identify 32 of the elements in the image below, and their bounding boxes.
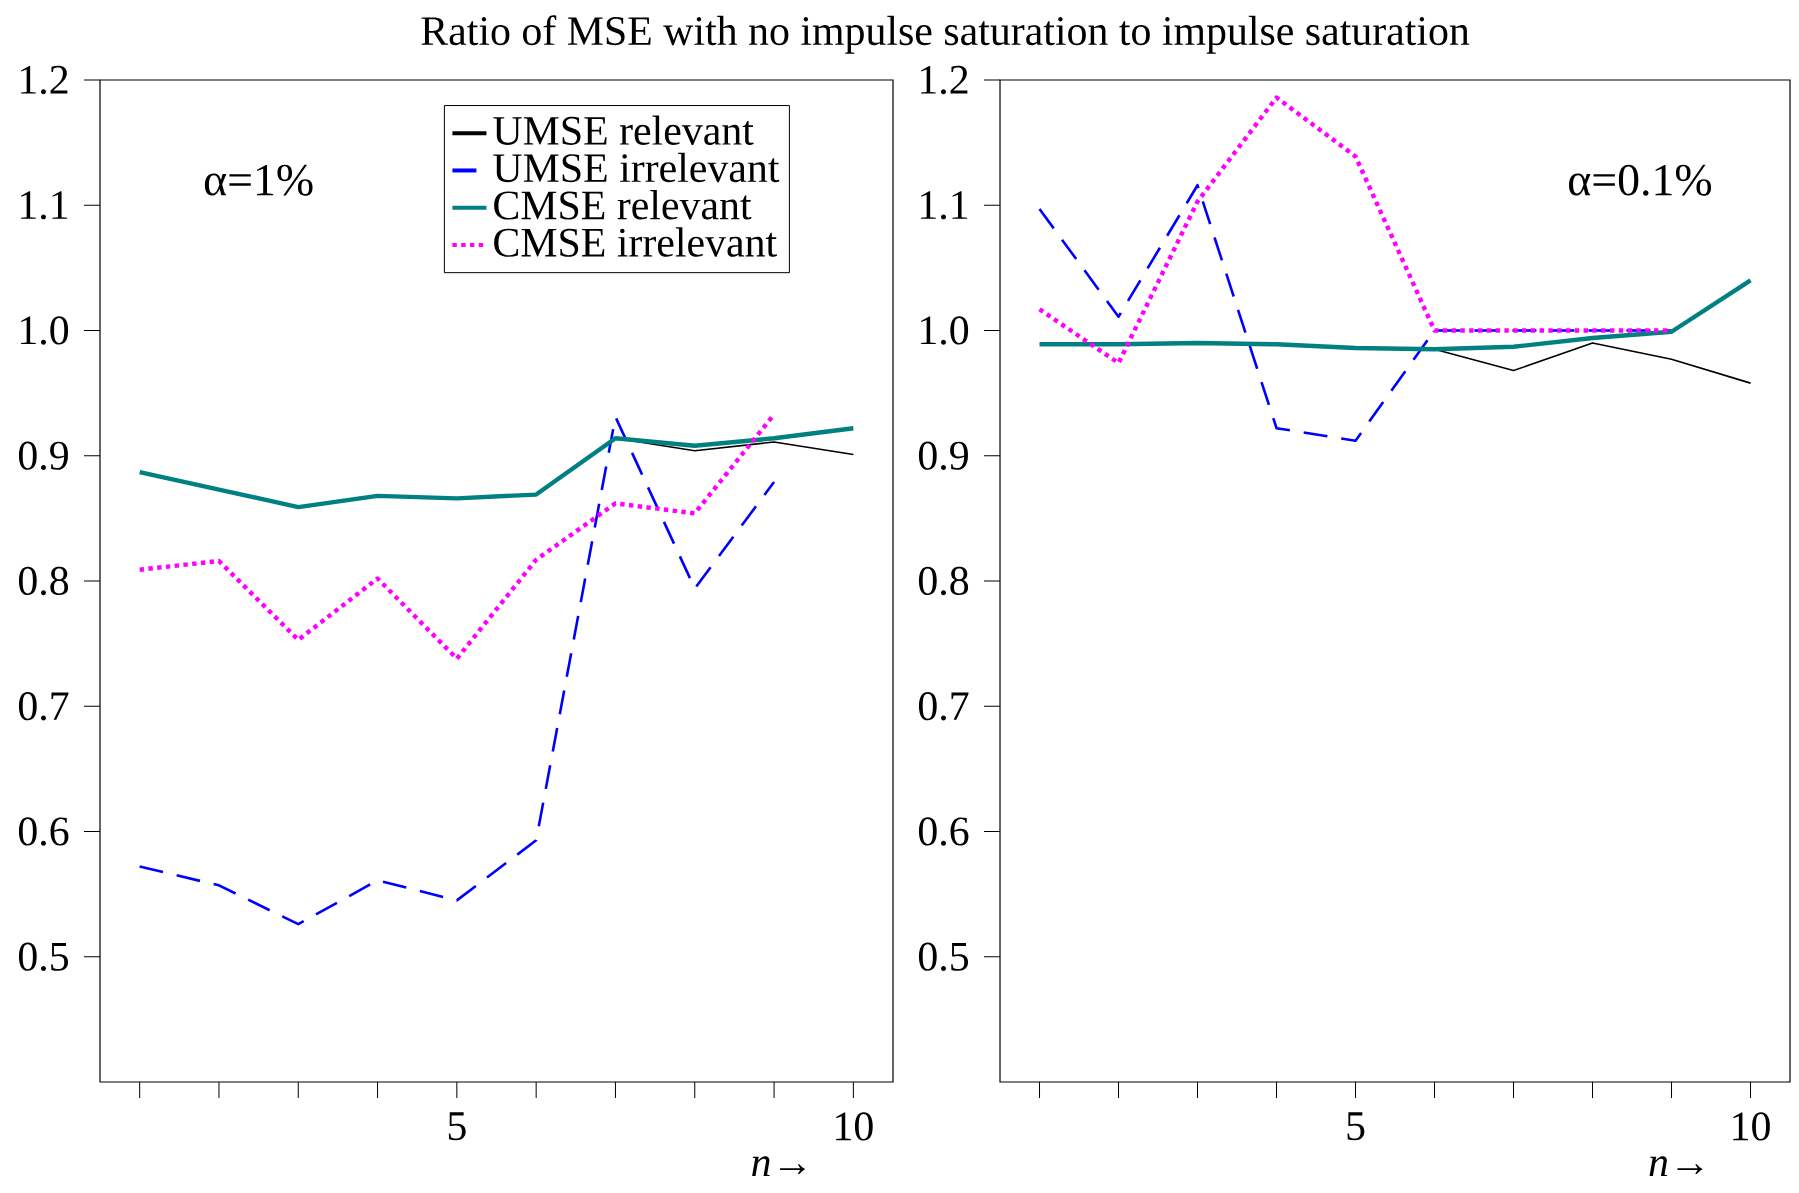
- y-tick-label: 0.7: [18, 692, 69, 721]
- legend-label: CMSE relevant: [494, 190, 752, 220]
- line-series: [1037, 278, 1753, 352]
- x-tick-label: 5: [448, 1112, 466, 1141]
- y-tick-label: 1.1: [921, 191, 968, 220]
- annotation: α=1%: [204, 164, 313, 196]
- y-tick-label: 0.8: [18, 566, 69, 596]
- legend-label: CMSE irrelevant: [494, 227, 777, 257]
- y-tick-label: 1.1: [21, 191, 68, 220]
- y-tick-label: 0.6: [18, 817, 69, 846]
- x-axis-title: n→: [1649, 1156, 1703, 1177]
- legend-label: UMSE relevant: [493, 115, 754, 145]
- x-axis-title: n→: [752, 1156, 805, 1177]
- y-tick-label: 0.7: [918, 692, 969, 721]
- chart-title: Ratio of MSE with no impulse saturation to impulse saturation: [421, 15, 1470, 54]
- y-tick-label: 0.5: [918, 942, 969, 971]
- line-series: [137, 426, 856, 510]
- y-tick-label: 0.8: [918, 566, 969, 596]
- x-tick-label: 10: [836, 1112, 873, 1141]
- y-tick-label: 0.5: [18, 942, 69, 971]
- x-tick-label: 5: [1347, 1112, 1365, 1141]
- y-tick-label: 0.6: [918, 817, 969, 846]
- line-series: [138, 415, 776, 926]
- y-tick-label: 0.9: [18, 441, 68, 470]
- annotation: α=0.1%: [1569, 164, 1712, 196]
- y-tick-label: 1.0: [921, 316, 969, 345]
- legend-label: UMSE irrelevant: [493, 152, 780, 183]
- y-tick-label: 1.2: [921, 65, 968, 95]
- y-tick-label: 0.9: [918, 441, 968, 470]
- x-tick-label: 10: [1733, 1112, 1770, 1141]
- y-tick-label: 1.0: [21, 316, 69, 345]
- y-tick-label: 1.2: [21, 65, 68, 95]
